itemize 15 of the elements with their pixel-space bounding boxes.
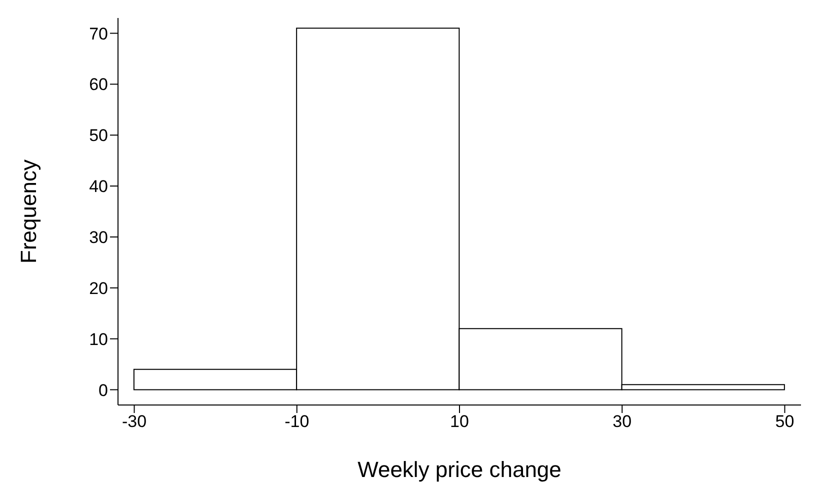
- y-tick-label: 30: [89, 228, 108, 247]
- y-tick-label: 20: [89, 278, 108, 298]
- y-tick-label: 10: [89, 330, 108, 349]
- y-tick-label: 40: [89, 177, 108, 196]
- x-tick-label: -10: [284, 412, 310, 432]
- x-tick-label: 50: [775, 412, 794, 432]
- x-axis-title: Weekly price change: [358, 457, 562, 482]
- y-tick-label: 60: [89, 75, 108, 94]
- y-tick-label: 70: [89, 24, 108, 44]
- x-tick-label: -30: [122, 412, 147, 432]
- x-tick-label: 10: [450, 412, 469, 432]
- x-tick-label: 30: [612, 412, 632, 432]
- y-tick-label: 50: [89, 126, 108, 146]
- y-tick-label: 0: [98, 380, 108, 400]
- y-axis-title: Frequency: [16, 160, 41, 264]
